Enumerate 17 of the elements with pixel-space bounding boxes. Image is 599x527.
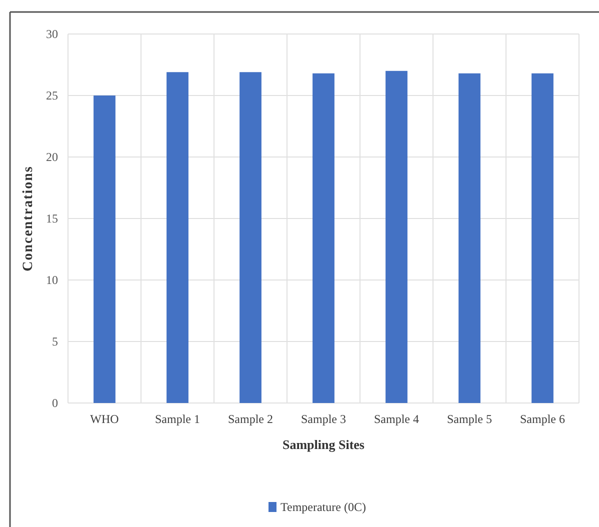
- x-tick-label: WHO: [90, 412, 120, 426]
- y-tick-label: 20: [46, 150, 58, 164]
- x-tick-label: Sample 1: [155, 412, 200, 426]
- y-tick-label: 5: [52, 334, 58, 349]
- x-tick-label: Sample 2: [228, 412, 273, 426]
- y-axis-title: Concentrations: [21, 166, 36, 272]
- legend-label: Temperature (0C): [280, 500, 366, 514]
- x-tick-label: Sample 3: [301, 412, 346, 426]
- x-tick-label: Sample 6: [520, 412, 565, 426]
- y-tick-label: 10: [46, 273, 58, 288]
- y-tick-label: 0: [52, 396, 58, 410]
- x-tick-label: Sample 4: [374, 412, 419, 426]
- y-tick-label: 15: [46, 212, 58, 226]
- y-tick-label: 25: [46, 88, 58, 103]
- y-tick-label: 30: [46, 27, 58, 42]
- x-tick-label: Sample 5: [447, 412, 492, 426]
- x-axis-title: Sampling Sites: [282, 437, 364, 452]
